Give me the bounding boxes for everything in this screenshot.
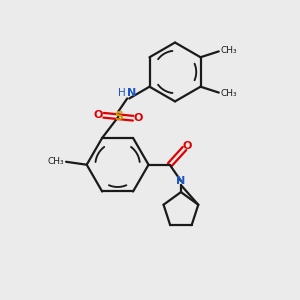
Text: O: O xyxy=(134,113,143,123)
Text: CH₃: CH₃ xyxy=(220,46,237,55)
Text: CH₃: CH₃ xyxy=(220,89,237,98)
Text: CH₃: CH₃ xyxy=(47,157,64,166)
Text: O: O xyxy=(183,141,192,151)
Text: S: S xyxy=(114,110,123,123)
Text: N: N xyxy=(176,176,185,186)
Text: N: N xyxy=(127,88,136,98)
Text: H: H xyxy=(118,88,126,98)
Text: O: O xyxy=(94,110,103,120)
